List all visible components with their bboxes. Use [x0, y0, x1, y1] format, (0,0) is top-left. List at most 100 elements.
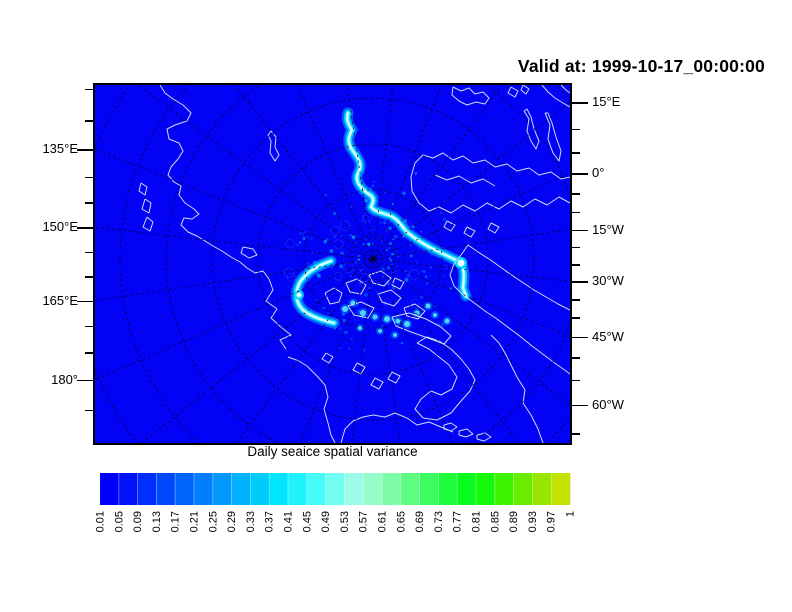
- axis-tick: [572, 193, 580, 195]
- axis-tick: [572, 404, 588, 407]
- axis-tick-label: 30°W: [592, 273, 624, 289]
- colorbar-tick-label: 0.33: [245, 511, 257, 532]
- axis-tick: [572, 102, 588, 104]
- axis-tick: [572, 299, 580, 301]
- axis-tick: [85, 409, 93, 412]
- colorbar-tick-label: 0.09: [132, 511, 144, 532]
- colorbar-cells: [100, 473, 571, 505]
- colorbar-cell: [400, 473, 420, 505]
- colorbar-cell: [419, 473, 439, 505]
- colorbar-tick-label: 0.41: [283, 511, 295, 532]
- colorbar-tick-label: 0.93: [527, 511, 539, 532]
- axis-tick: [572, 229, 588, 232]
- axis-tick: [85, 352, 93, 354]
- axis-tick: [85, 176, 93, 179]
- colorbar-tick-label: 0.81: [471, 511, 483, 532]
- colorbar-cell: [382, 473, 402, 505]
- axis-tick: [572, 379, 580, 382]
- axis-tick: [572, 281, 588, 283]
- ice-variance-band: [291, 107, 472, 339]
- colorbar-tick-label: 0.61: [377, 511, 389, 532]
- colorbar-cell: [231, 473, 251, 505]
- axis-tick-label: 15°W: [592, 221, 624, 237]
- colorbar-tick-label: 0.25: [207, 511, 219, 532]
- colorbar-tick-label: 0.21: [189, 511, 201, 532]
- axis-tick: [572, 211, 580, 214]
- axis-tick-label: 135°E: [42, 141, 78, 157]
- colorbar: 0.01 0.05 0.09 0.13 0.17 0.21 0.25 0.29 0.33 0.37…: [80, 469, 610, 561]
- axis-tick-label: 60°W: [592, 396, 624, 412]
- axis-tick-label: 180°: [51, 371, 78, 387]
- colorbar-tick-label: 0.97: [546, 511, 558, 532]
- arctic-map: [95, 85, 570, 443]
- axis-tick-label: 165°E: [42, 292, 78, 308]
- colorbar-cell: [288, 473, 308, 505]
- colorbar-tick-label: 0.45: [301, 511, 313, 532]
- axis-tick: [85, 88, 93, 91]
- colorbar-tick-label: 0.69: [414, 511, 426, 532]
- colorbar-tick-label: 0.01: [95, 511, 107, 532]
- colorbar-tick-label: 1: [565, 511, 577, 517]
- axis-tick: [572, 264, 580, 266]
- colorbar-cell: [306, 473, 326, 505]
- axis-tick-label: 150°E: [42, 219, 78, 235]
- axis-tick: [77, 149, 93, 151]
- colorbar-cell: [100, 473, 120, 505]
- colorbar-cell: [137, 473, 157, 505]
- colorbar-cell: [476, 473, 496, 505]
- axis-tick: [85, 276, 93, 278]
- colorbar-cell: [344, 473, 364, 505]
- axis-tick: [572, 246, 580, 249]
- map-caption: Daily seaice spatial variance: [247, 444, 418, 459]
- axis-tick-label: 0°: [592, 165, 605, 181]
- colorbar-cell: [551, 473, 571, 505]
- colorbar-cell: [494, 473, 514, 505]
- colorbar-tick-label: 0.73: [433, 511, 445, 532]
- colorbar-cell: [513, 473, 533, 505]
- colorbar-tick-label: 0.89: [508, 511, 520, 532]
- colorbar-tick-label: 0.37: [264, 511, 276, 532]
- colorbar-cell: [250, 473, 270, 505]
- colorbar-cell: [156, 473, 176, 505]
- axis-tick: [85, 202, 93, 204]
- axis-tick: [572, 433, 580, 435]
- colorbar-tick-label: 0.57: [358, 511, 370, 532]
- colorbar-cell: [363, 473, 383, 505]
- axis-tick: [572, 317, 580, 319]
- axis-tick-label: 15°E: [592, 94, 621, 110]
- axis-tick: [85, 325, 93, 328]
- colorbar-canvas: 0.01 0.05 0.09 0.13 0.17 0.21 0.25 0.29 0.33 0.37…: [80, 469, 610, 566]
- axis-tick-label: 45°W: [592, 328, 624, 344]
- graticule-layer: [95, 85, 570, 443]
- colorbar-cell: [532, 473, 552, 505]
- colorbar-cell: [194, 473, 214, 505]
- colorbar-cell: [457, 473, 477, 505]
- axis-tick: [572, 173, 588, 175]
- axis-tick: [572, 128, 580, 131]
- axis-tick: [572, 357, 580, 359]
- colorbar-cell: [175, 473, 195, 505]
- colorbar-tick-label: 0.13: [151, 511, 163, 532]
- pole-marker: [367, 253, 379, 265]
- colorbar-tick-label: 0.05: [113, 511, 125, 532]
- axis-tick: [77, 379, 93, 382]
- axis-tick: [77, 227, 93, 229]
- colorbar-tick-label: 0.65: [395, 511, 407, 532]
- colorbar-cell: [438, 473, 458, 505]
- colorbar-cell: [212, 473, 232, 505]
- colorbar-tick-label: 0.85: [489, 511, 501, 532]
- colorbar-tick-label: 0.29: [226, 511, 238, 532]
- colorbar-cell: [118, 473, 138, 505]
- colorbar-tick-label: 0.53: [339, 511, 351, 532]
- colorbar-tick-label: 0.77: [452, 511, 464, 532]
- colorbar-tick-label: 0.49: [320, 511, 332, 532]
- axis-tick: [77, 300, 93, 303]
- colorbar-cell: [269, 473, 289, 505]
- axis-tick: [85, 120, 93, 122]
- axis-tick: [85, 251, 93, 254]
- colorbar-tick-label: 0.17: [170, 511, 182, 532]
- map-panel: [93, 83, 572, 445]
- axis-tick: [572, 152, 580, 154]
- colorbar-cell: [325, 473, 345, 505]
